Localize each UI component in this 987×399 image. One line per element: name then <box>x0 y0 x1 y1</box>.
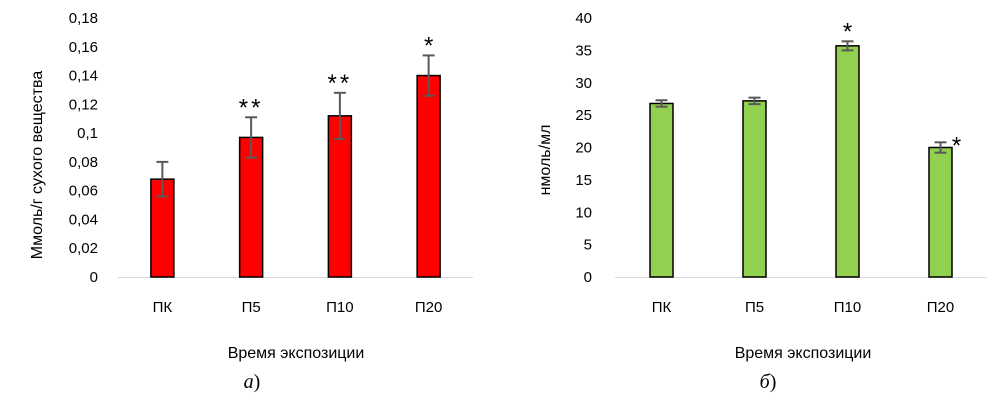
y-tick-label: 0,16 <box>69 39 98 56</box>
x-tick-label: П20 <box>927 299 954 316</box>
significance-marker: ** <box>239 94 264 121</box>
y-tick-label: 30 <box>575 75 592 92</box>
y-tick-label: 0,14 <box>69 68 98 85</box>
y-axis-title: Ммоль/г сухого вещества <box>29 71 46 260</box>
x-tick-label: П20 <box>415 299 442 316</box>
x-axis-title: Время экспозиции <box>228 345 365 362</box>
x-tick-label: П10 <box>326 299 353 316</box>
bar <box>649 102 674 278</box>
y-tick-label: 0,04 <box>69 211 98 228</box>
chart-a: 00,020,040,060,080,10,120,140,160,18ПК**… <box>29 10 473 393</box>
y-tick-label: 0,08 <box>69 154 98 171</box>
x-tick-label: П5 <box>745 299 764 316</box>
y-tick-label: 40 <box>575 10 592 27</box>
bar <box>327 115 353 278</box>
y-tick-label: 5 <box>584 237 592 254</box>
y-tick-label: 25 <box>575 107 592 124</box>
y-tick-label: 0,1 <box>77 125 98 142</box>
y-tick-label: 0 <box>90 269 98 286</box>
x-tick-label: П5 <box>242 299 261 316</box>
x-tick-label: ПК <box>652 299 672 316</box>
y-tick-label: 0 <box>584 269 592 286</box>
bar <box>835 45 860 278</box>
y-tick-label: 0,02 <box>69 240 98 257</box>
y-tick-label: 20 <box>575 140 592 157</box>
y-tick-label: 15 <box>575 172 592 189</box>
y-tick-label: 10 <box>575 204 592 221</box>
bar <box>416 74 441 278</box>
y-tick-label: 0,12 <box>69 96 98 113</box>
significance-marker: * <box>952 133 961 160</box>
x-axis-title: Время экспозиции <box>735 345 872 362</box>
significance-marker: ** <box>328 70 353 97</box>
bar <box>928 146 953 278</box>
panel-caption: б) <box>760 371 777 393</box>
significance-marker: * <box>843 18 852 45</box>
y-tick-label: 0,18 <box>69 10 98 27</box>
y-tick-label: 35 <box>575 42 592 59</box>
y-axis-title: нмоль/мл <box>537 125 554 196</box>
chart-b: 0 5 10 15 20 25 30 35 40 ПК П5 * П10 * П20 нмоль/мл Врем… <box>537 10 987 393</box>
x-tick-label: ПК <box>153 299 173 316</box>
significance-marker: * <box>424 32 433 59</box>
bar <box>742 100 767 278</box>
y-tick-label: 0,06 <box>69 183 98 200</box>
panel-caption: а) <box>244 371 261 393</box>
x-tick-label: П10 <box>834 299 861 316</box>
